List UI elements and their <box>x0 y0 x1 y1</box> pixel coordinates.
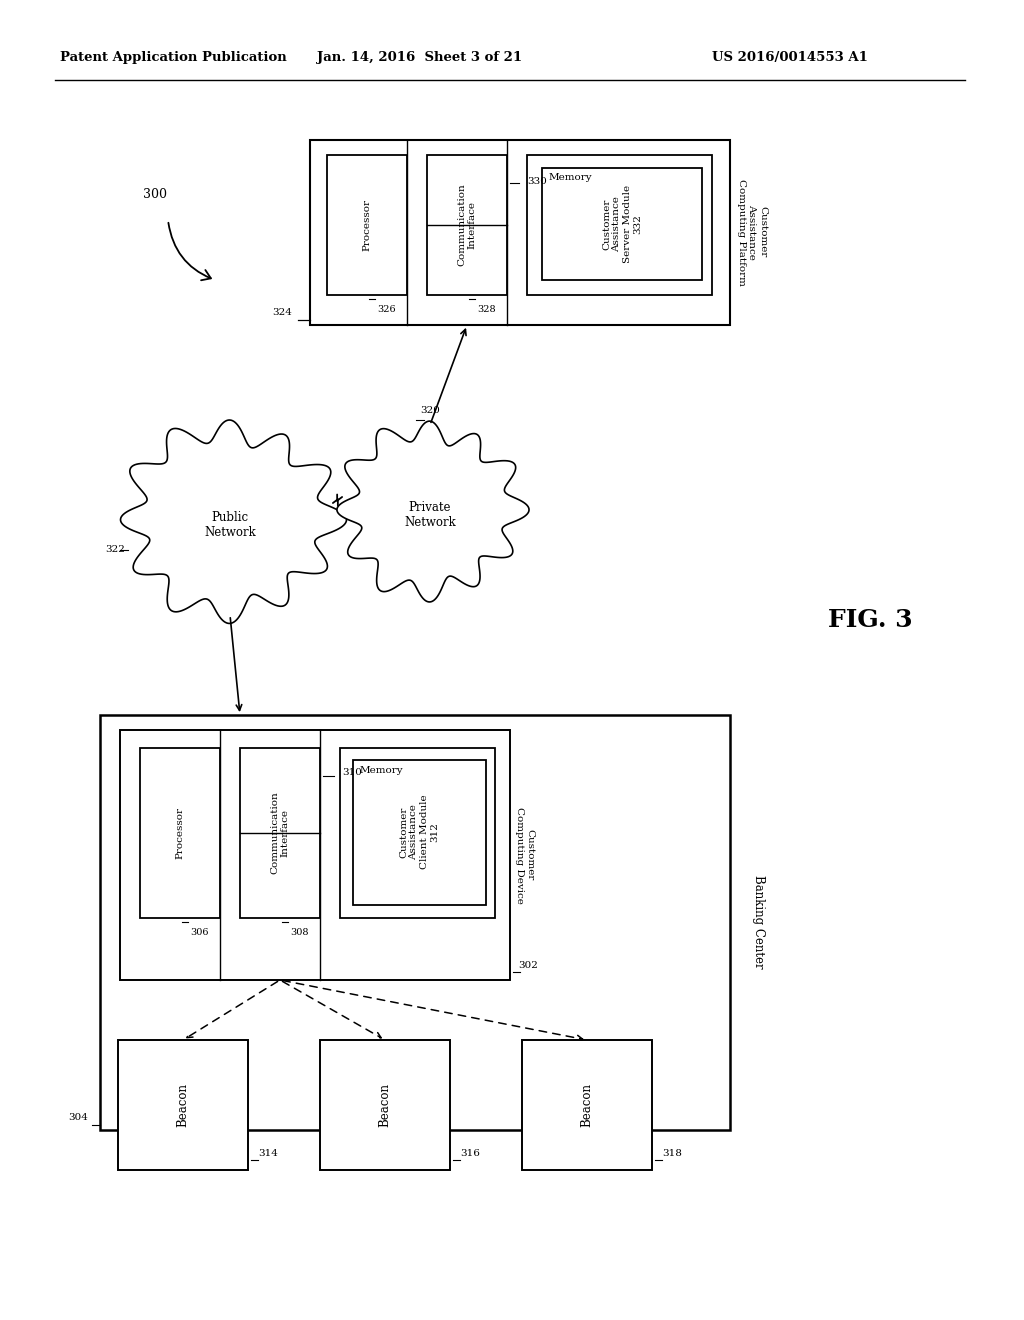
Text: 328: 328 <box>477 305 496 314</box>
Text: Beacon: Beacon <box>581 1082 594 1127</box>
Text: 316: 316 <box>460 1148 480 1158</box>
Bar <box>319 1040 450 1170</box>
Text: 310: 310 <box>342 768 361 777</box>
Text: 314: 314 <box>258 1148 278 1158</box>
Text: Communication
Interface: Communication Interface <box>270 792 290 874</box>
Text: Customer
Assistance
Computing Platform: Customer Assistance Computing Platform <box>737 178 767 285</box>
Text: Public
Network: Public Network <box>204 511 256 539</box>
Text: Processor: Processor <box>362 199 372 251</box>
Text: 300: 300 <box>143 189 167 202</box>
Bar <box>120 730 510 979</box>
Text: Communication
Interface: Communication Interface <box>458 183 477 267</box>
Text: Customer
Computing Device: Customer Computing Device <box>515 807 535 903</box>
Text: Private
Network: Private Network <box>404 502 456 529</box>
Text: 322: 322 <box>105 545 125 554</box>
Text: 318: 318 <box>662 1148 682 1158</box>
Text: Beacon: Beacon <box>176 1082 189 1127</box>
Text: 326: 326 <box>377 305 395 314</box>
Text: Customer
Assistance
Server Module
332: Customer Assistance Server Module 332 <box>602 185 642 263</box>
Bar <box>522 1040 652 1170</box>
Bar <box>118 1040 248 1170</box>
Text: Banking Center: Banking Center <box>752 875 765 969</box>
Text: 302: 302 <box>518 961 538 970</box>
Bar <box>353 760 486 906</box>
Text: Patent Application Publication: Patent Application Publication <box>60 51 287 65</box>
Text: 304: 304 <box>69 1113 88 1122</box>
Bar <box>140 748 220 917</box>
Text: Memory: Memory <box>549 173 593 182</box>
Text: 320: 320 <box>420 407 440 414</box>
Bar <box>100 715 730 1130</box>
Text: Jan. 14, 2016  Sheet 3 of 21: Jan. 14, 2016 Sheet 3 of 21 <box>317 51 522 65</box>
FancyArrowPatch shape <box>168 223 211 280</box>
Text: Processor: Processor <box>175 807 184 859</box>
Bar <box>427 154 507 294</box>
Text: 306: 306 <box>190 928 209 937</box>
Bar <box>310 140 730 325</box>
Text: FIG. 3: FIG. 3 <box>827 609 912 632</box>
Text: Memory: Memory <box>360 766 403 775</box>
Bar <box>527 154 712 294</box>
Text: 308: 308 <box>290 928 308 937</box>
Text: Beacon: Beacon <box>379 1082 391 1127</box>
PathPatch shape <box>121 420 346 623</box>
Bar <box>240 748 319 917</box>
Bar <box>340 748 495 917</box>
Bar <box>542 168 702 280</box>
PathPatch shape <box>337 421 529 602</box>
Text: 324: 324 <box>272 308 292 317</box>
Text: 330: 330 <box>527 177 547 186</box>
Bar <box>327 154 407 294</box>
Text: Customer
Assistance
Client Module
312: Customer Assistance Client Module 312 <box>399 795 439 870</box>
Text: US 2016/0014553 A1: US 2016/0014553 A1 <box>712 51 868 65</box>
